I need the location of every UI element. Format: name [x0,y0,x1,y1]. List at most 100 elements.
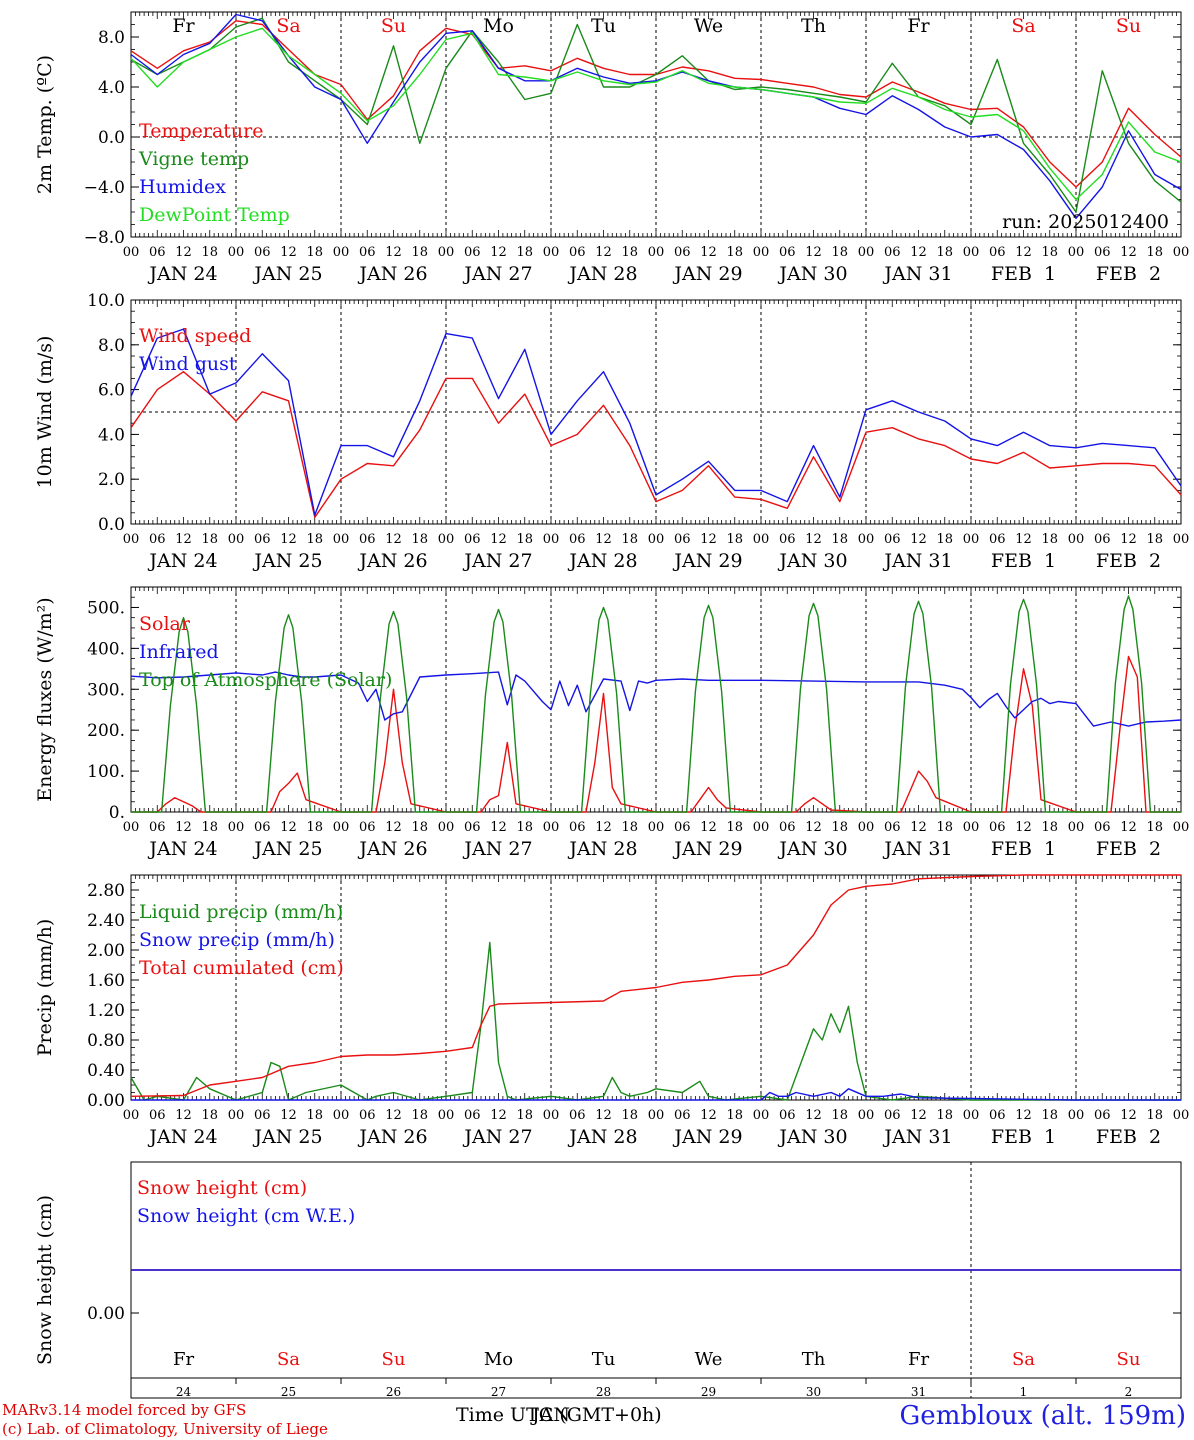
series-line-solar [131,655,1181,813]
hour-label: 06 [359,1108,376,1123]
series-line-top-of-atmosphere-solar- [131,595,1181,813]
series-line-total-cumulated-cm- [130,874,1181,1097]
day-label: JAN 25 [252,263,322,285]
day-label: JAN 31 [882,1126,952,1148]
hour-label: 18 [621,820,638,835]
hour-label: 12 [1015,245,1032,260]
hour-label: 06 [884,1108,901,1123]
weekday-label: Su [1117,1349,1141,1370]
hour-label: 18 [516,245,533,260]
hour-label: 12 [595,1108,612,1123]
y-axis-label: 10m Wind (m/s) [34,336,56,489]
hour-label: 12 [595,245,612,260]
hour-label: 00 [333,1108,350,1123]
panel-frame [130,586,1182,813]
day-label: JAN 27 [462,550,532,572]
y-tick-label: 0.00 [87,1091,125,1111]
day-label: JAN 27 [462,1126,532,1148]
hour-label: 12 [175,1108,192,1123]
hour-label: 00 [543,532,560,547]
hour-label: 06 [884,820,901,835]
day-number-label: 28 [596,1385,611,1399]
hour-label: 06 [779,532,796,547]
hour-label: 00 [1068,1108,1085,1123]
y-tick-label: 500. [87,598,125,618]
hour-label: 12 [1015,1108,1032,1123]
weekday-label: Su [1116,15,1141,37]
hour-label: 06 [464,532,481,547]
hour-label: 12 [805,820,822,835]
hour-label: 18 [831,532,848,547]
hour-label: 00 [1173,532,1190,547]
hour-label: 18 [201,532,218,547]
hour-label: 06 [464,245,481,260]
day-label: JAN 24 [147,550,217,572]
day-label: JAN 28 [567,1126,637,1148]
hour-label: 00 [438,1108,455,1123]
weekday-label: Fr [173,1349,194,1370]
series-line-snow-precip-mm-h- [131,1088,1181,1101]
hour-label: 18 [726,1108,743,1123]
hour-label: 12 [385,245,402,260]
hour-label: 00 [1068,245,1085,260]
hour-label: 18 [411,532,428,547]
hour-label: 00 [1068,820,1085,835]
hour-label: 18 [201,820,218,835]
hour-label: 00 [333,820,350,835]
hour-label: 12 [490,245,507,260]
hour-label: 12 [280,532,297,547]
day-label: JAN 25 [252,550,322,572]
hour-label: 12 [1015,532,1032,547]
day-label: JAN 27 [462,263,532,285]
hour-label: 12 [385,1108,402,1123]
hour-label: 18 [411,245,428,260]
hour-label: 06 [359,532,376,547]
hour-label: 18 [1041,1108,1058,1123]
hour-label: 18 [306,1108,323,1123]
y-tick-label: 8.0 [98,28,125,48]
hour-label: 18 [936,532,953,547]
hour-label: 00 [648,1108,665,1123]
hour-label: 18 [936,820,953,835]
hour-label: 00 [543,820,560,835]
weekday-label: Tu [591,15,616,37]
hour-label: 06 [674,245,691,260]
legend-entry: Solar [139,613,191,635]
weekday-label: Su [382,1349,406,1370]
y-tick-label: 2.0 [98,470,125,490]
weekday-label: Fr [172,15,195,37]
day-label: JAN 24 [147,1126,217,1148]
hour-label: 06 [1094,820,1111,835]
hour-label: 12 [490,532,507,547]
hour-label: 12 [595,532,612,547]
hour-label: 12 [175,820,192,835]
hour-label: 12 [910,1108,927,1123]
hour-label: 00 [858,245,875,260]
hour-label: 18 [1146,1108,1163,1123]
time-axis-overlap: JAN [532,1404,570,1426]
hour-label: 12 [805,1108,822,1123]
weekday-label: Fr [907,15,930,37]
day-number-label: 25 [281,1385,296,1399]
hour-label: 06 [149,1108,166,1123]
weekday-label: We [695,1349,723,1370]
y-axis-label: Precip (mm/h) [34,919,56,1057]
hour-label: 00 [228,820,245,835]
hour-label: 06 [989,245,1006,260]
hour-label: 12 [700,245,717,260]
hour-label: 18 [1041,245,1058,260]
hour-label: 06 [989,532,1006,547]
y-tick-label: 0.80 [87,1031,125,1051]
model-credit: MARv3.14 model forced by GFS [2,1401,247,1419]
day-label: JAN 29 [672,550,742,572]
panel-frame [130,1161,1182,1399]
day-label: FEB 1 [991,263,1056,285]
hour-label: 18 [1146,245,1163,260]
legend-entry: Top of Atmosphere (Solar) [139,669,392,691]
day-label: FEB 2 [1096,263,1161,285]
y-tick-label: 2.40 [87,911,125,931]
hour-label: 00 [228,532,245,547]
y-tick-label: −4.0 [84,178,125,198]
day-label: JAN 25 [252,1126,322,1148]
